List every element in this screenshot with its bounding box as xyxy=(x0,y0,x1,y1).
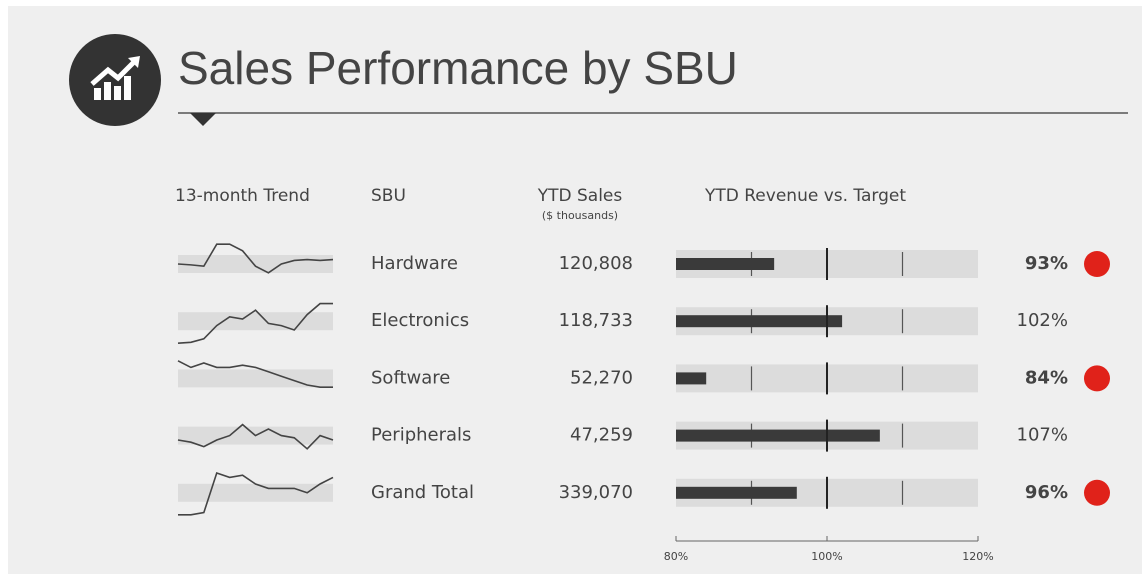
sparkline xyxy=(177,302,333,344)
icon xyxy=(69,34,161,126)
ytd-sales: 339,070 xyxy=(559,482,633,503)
percent-label: 84% xyxy=(1025,367,1068,388)
sbu-name: Hardware xyxy=(371,253,458,274)
x-tick-label: 120% xyxy=(962,550,993,563)
bullet-bar xyxy=(676,258,775,270)
sbu-name: Peripherals xyxy=(371,425,471,446)
percent-label: 93% xyxy=(1025,253,1068,274)
col-header: 13-month Trend xyxy=(175,186,310,206)
ytd-sales: 47,259 xyxy=(570,425,633,446)
bullet-bar xyxy=(676,315,843,328)
sparkline xyxy=(178,471,334,516)
bullet-bar xyxy=(676,372,707,385)
col-subheader: ($ thousands) xyxy=(542,209,618,222)
x-tick-label: 100% xyxy=(811,550,842,563)
ytd-sales: 52,270 xyxy=(570,367,633,388)
alert-dot xyxy=(1084,251,1110,277)
sparkline xyxy=(177,423,334,450)
bullet-bar xyxy=(676,486,797,499)
col-header: YTD Revenue vs. Target xyxy=(704,186,906,206)
x-tick-label: 80% xyxy=(664,550,688,563)
percent-label: 107% xyxy=(1017,425,1068,446)
sparkline xyxy=(177,360,333,389)
sbu-name: Electronics xyxy=(371,310,469,331)
alert-dot xyxy=(1084,365,1110,392)
bullet-bar xyxy=(676,429,880,442)
alert-dot xyxy=(1084,479,1110,506)
col-header: YTD Sales xyxy=(537,186,623,206)
col-header: SBU xyxy=(371,186,406,206)
trend-band xyxy=(178,312,333,331)
trend-band xyxy=(178,483,333,502)
ytd-sales: 118,733 xyxy=(559,310,633,331)
ytd-sales: 120,808 xyxy=(559,253,633,274)
percent-label: 96% xyxy=(1025,482,1068,503)
title: Sales Performance by SBU xyxy=(178,42,738,94)
sparkline xyxy=(177,243,334,274)
trend-band xyxy=(178,369,333,388)
trend-band xyxy=(178,255,333,273)
sbu-name: Grand Total xyxy=(371,482,474,503)
percent-label: 102% xyxy=(1017,310,1068,331)
pointer xyxy=(190,113,216,126)
sbu-name: Software xyxy=(371,367,450,388)
